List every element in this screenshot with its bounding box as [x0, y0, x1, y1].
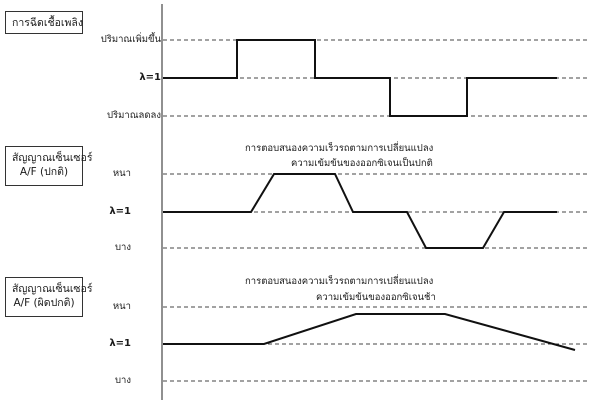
fuel-injection-signal — [163, 39, 557, 117]
p1-level-decrease: ปริมาณลดลง — [107, 110, 161, 121]
p3-level-lean: บาง — [114, 375, 131, 386]
af-sensor-abnormal-box: สัญญาณเซ็นเซอร์ A/F (ผิดปกติ) — [5, 277, 93, 317]
af-sensor-normal-signal — [163, 173, 557, 249]
p2-note-line2: ความเข้มข้นของออกซิเจนเป็นปกติ — [291, 158, 433, 169]
p3-note-line1: การตอบสนองความเร็วรถตามการเปลี่ยนแปลง — [245, 276, 434, 287]
fuel-injection-title: การฉีดเชื้อเพลิง — [12, 17, 83, 29]
fuel-injection-box: การฉีดเชื้อเพลิง — [5, 11, 83, 34]
af-sensor-abnormal-subtitle: A/F (ผิดปกติ) — [13, 297, 75, 309]
af-sensor-abnormal-signal — [163, 313, 576, 351]
p3-note-line2: ความเข้มข้นของออกซิเจนช้า — [316, 292, 436, 303]
af-sensor-normal-title: สัญญาณเซ็นเซอร์ — [12, 152, 93, 164]
p2-note-line1: การตอบสนองความเร็วรถตามการเปลี่ยนแปลง — [245, 143, 434, 154]
p3-level-lambda: λ=1 — [109, 338, 131, 349]
p3-level-rich: หนา — [112, 301, 131, 312]
af-sensor-normal-subtitle: A/F (ปกติ) — [19, 166, 69, 178]
p2-level-rich: หนา — [112, 168, 131, 179]
p2-level-lean: บาง — [114, 242, 131, 253]
p2-level-lambda: λ=1 — [109, 206, 131, 217]
p1-level-lambda: λ=1 — [139, 72, 161, 83]
af-sensor-abnormal-title: สัญญาณเซ็นเซอร์ — [12, 283, 93, 295]
af-sensor-normal-box: สัญญาณเซ็นเซอร์ A/F (ปกติ) — [5, 146, 93, 186]
p1-level-increase: ปริมาณเพิ่มขึ้น — [100, 34, 161, 45]
